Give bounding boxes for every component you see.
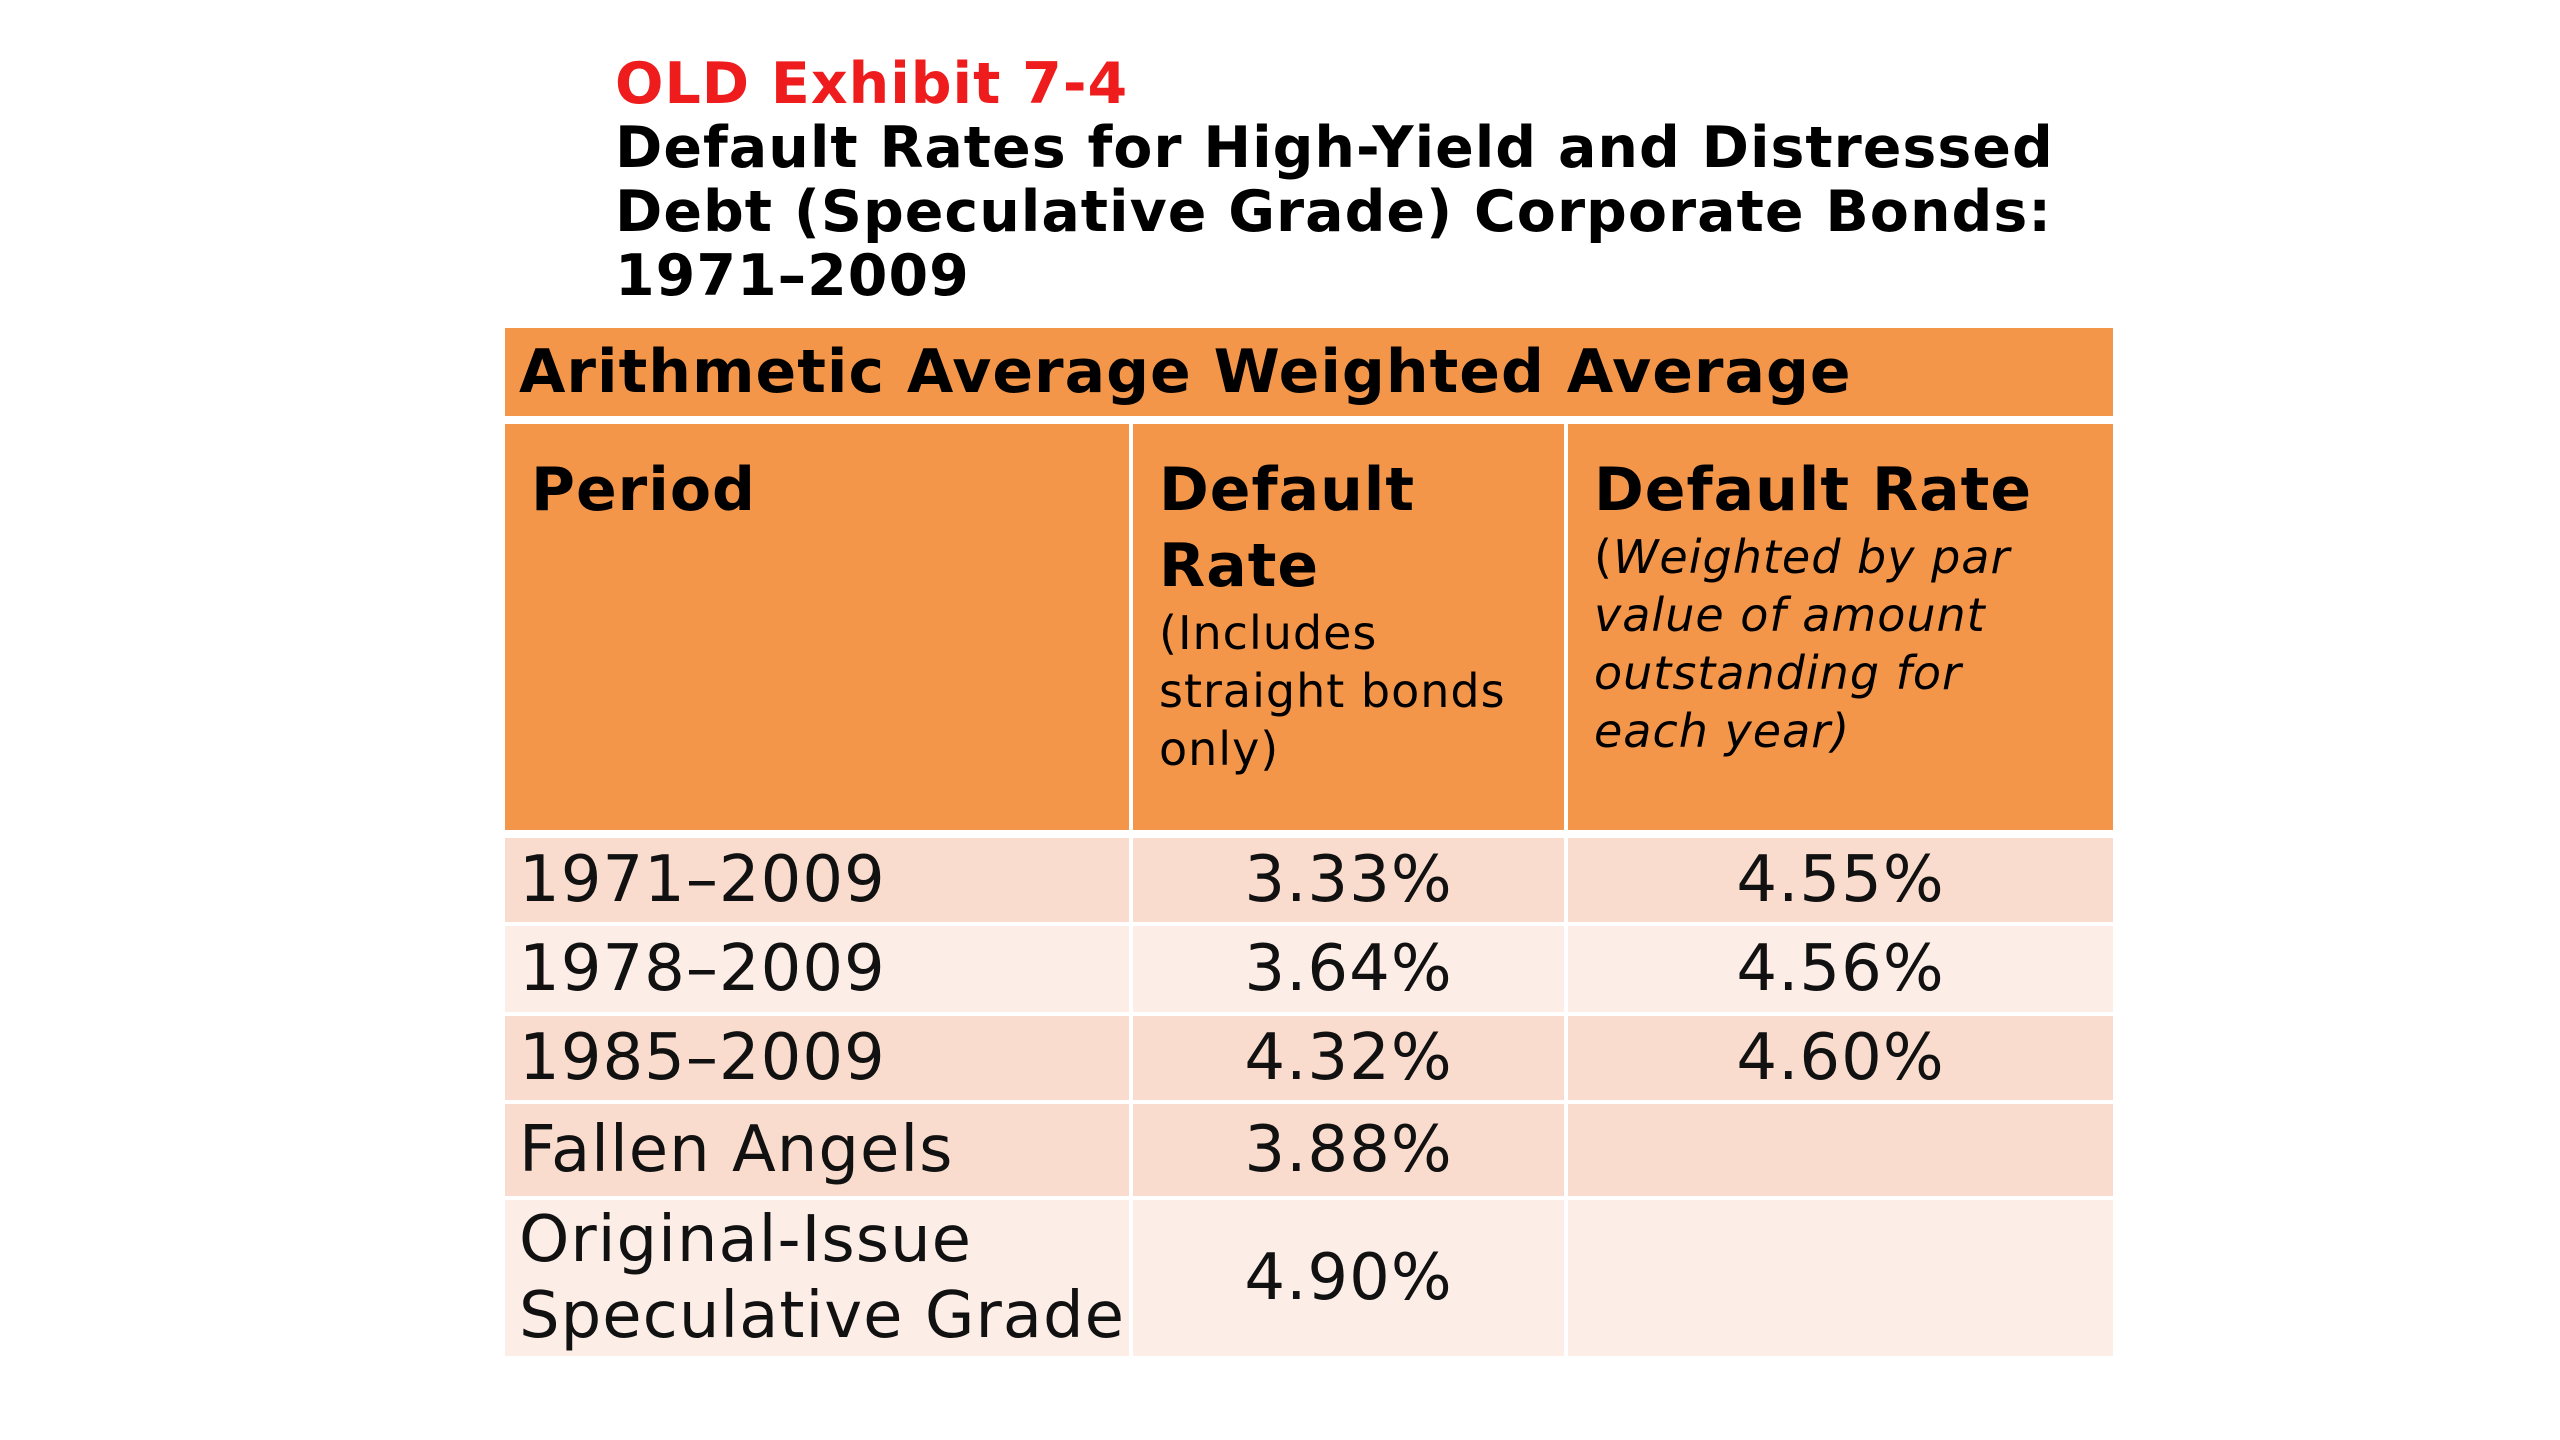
- cell-period: 1978–2009: [505, 924, 1131, 1016]
- header-period-title: Period: [531, 455, 756, 525]
- cell-weighted: [1564, 1198, 2113, 1360]
- cell-arithmetic: 3.64%: [1129, 924, 1566, 1016]
- header-weighted-note: (Weighted by par value of amount outstan…: [1594, 528, 2044, 760]
- header-weighted-title: Default Rate: [1594, 455, 2033, 525]
- table-row: 1985–2009 4.32% 4.60%: [505, 1014, 2113, 1104]
- table-row: Fallen Angels 3.88%: [505, 1102, 2113, 1200]
- cell-weighted: 4.56%: [1564, 924, 2113, 1016]
- table-header-row: Period Default Rate (Includes straight b…: [505, 420, 2113, 834]
- exhibit-title-line: 1971–2009: [615, 243, 970, 309]
- cell-weighted: 4.55%: [1564, 834, 2113, 926]
- cell-period: 1971–2009: [505, 834, 1131, 926]
- table-band-row: Arithmetic Average Weighted Average: [505, 328, 2113, 424]
- header-period: Period: [505, 420, 1131, 834]
- cell-weighted: [1564, 1102, 2113, 1200]
- header-arithmetic-title: Default Rate: [1159, 455, 1416, 601]
- exhibit-title-line: Debt (Speculative Grade) Corporate Bonds…: [615, 179, 2053, 245]
- cell-period: 1985–2009: [505, 1014, 1131, 1104]
- exhibit-title: Default Rates for High-Yield and Distres…: [615, 116, 2175, 308]
- cell-arithmetic: 3.88%: [1129, 1102, 1566, 1200]
- exhibit-label: OLD Exhibit 7-4: [615, 51, 1129, 117]
- header-weighted-note-open: (: [1594, 530, 1613, 584]
- cell-period: Original-Issue Speculative Grade: [505, 1198, 1131, 1360]
- cell-arithmetic: 4.90%: [1129, 1198, 1566, 1360]
- header-weighted-note-text: Weighted by par value of amount outstand…: [1594, 530, 2011, 758]
- header-arithmetic-note: (Includes straight bonds only): [1159, 606, 1506, 776]
- header-weighted-note-close: ): [1831, 704, 1851, 758]
- header-weighted: Default Rate (Weighted by par value of a…: [1564, 420, 2113, 834]
- header-arithmetic: Default Rate (Includes straight bonds on…: [1129, 420, 1566, 834]
- table-row: 1978–2009 3.64% 4.56%: [505, 924, 2113, 1016]
- title-block: OLD Exhibit 7-4 Default Rates for High-Y…: [615, 52, 2175, 308]
- table-row: 1971–2009 3.33% 4.55%: [505, 834, 2113, 926]
- cell-arithmetic: 4.32%: [1129, 1014, 1566, 1104]
- exhibit-title-line: Default Rates for High-Yield and Distres…: [615, 115, 2054, 181]
- cell-period: Fallen Angels: [505, 1102, 1131, 1200]
- table-row: Original-Issue Speculative Grade 4.90%: [505, 1198, 2113, 1360]
- cell-weighted: 4.60%: [1564, 1014, 2113, 1104]
- cell-arithmetic: 3.33%: [1129, 834, 1566, 926]
- band-label: Arithmetic Average Weighted Average: [505, 328, 2113, 424]
- default-rates-table: Arithmetic Average Weighted Average Peri…: [505, 328, 2113, 1360]
